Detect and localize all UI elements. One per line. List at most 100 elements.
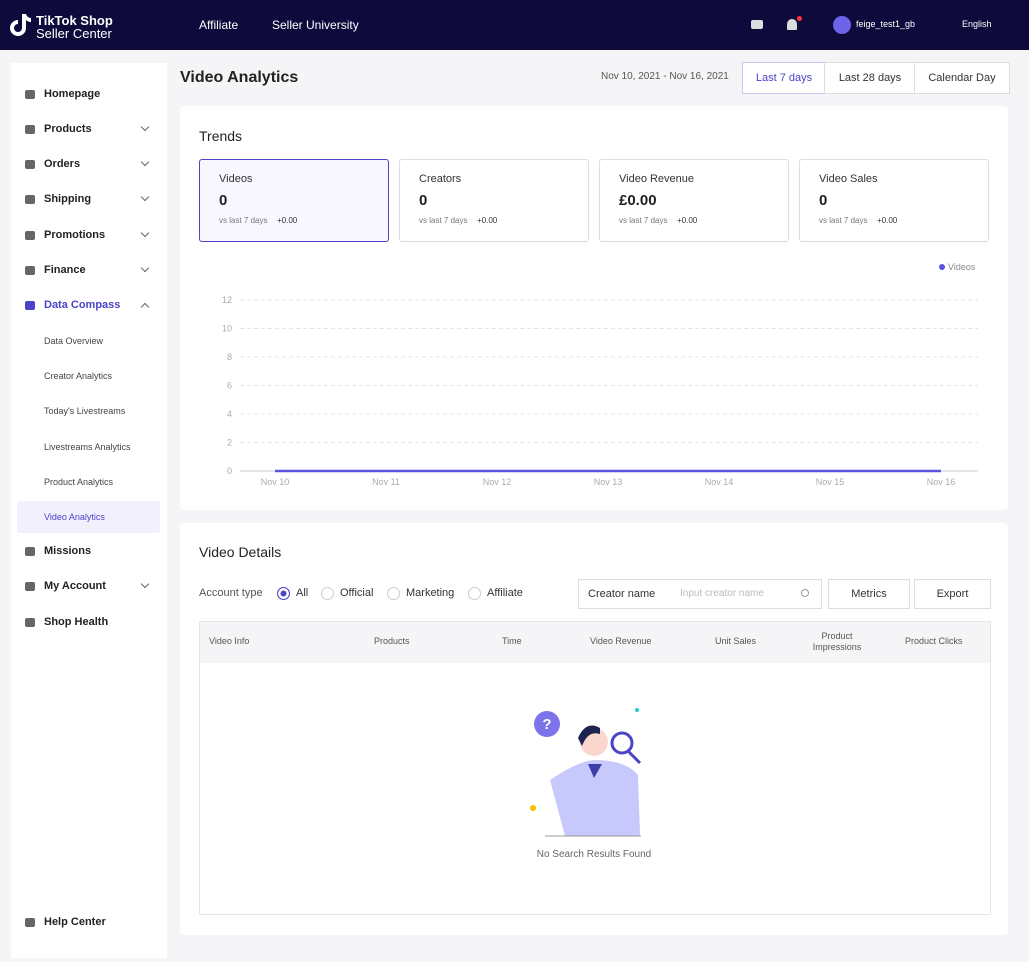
- menu-item[interactable]: My Account: [44, 580, 106, 592]
- radio[interactable]: [321, 587, 334, 600]
- range-button[interactable]: Last 7 days: [742, 62, 826, 94]
- svg-text:?: ?: [542, 716, 551, 733]
- menu-item[interactable]: Products: [44, 123, 92, 135]
- radio[interactable]: [277, 587, 290, 600]
- card-compare: vs last 7 days: [219, 216, 268, 225]
- active-bg: [17, 501, 160, 533]
- menu-icon: [25, 195, 35, 204]
- card-value: 0: [819, 192, 828, 209]
- menu-item[interactable]: Help Center: [44, 916, 106, 928]
- x-tick-label: Nov 10: [261, 477, 290, 487]
- menu-item[interactable]: Data Compass: [44, 299, 121, 311]
- top-bar: TikTok Shop Seller Center Affiliate Sell…: [0, 0, 1029, 50]
- language[interactable]: English: [962, 19, 992, 29]
- y-tick-label: 8: [227, 352, 232, 362]
- empty-text: No Search Results Found: [536, 849, 652, 860]
- chart: 0 2 4 6 8 10 12 Nov 10 Nov 11 Nov 12 Nov 13 Nov 14 N…: [222, 262, 978, 487]
- radio-label[interactable]: Official: [340, 587, 374, 599]
- x-tick-label: Nov 16: [927, 477, 956, 487]
- column-header[interactable]: Video Revenue: [590, 636, 652, 646]
- card-delta: +0.00: [677, 216, 698, 225]
- metrics-button[interactable]: Metrics: [828, 579, 910, 609]
- submenu-item[interactable]: Data Overview: [44, 336, 104, 346]
- submenu-item[interactable]: Livestreams Analytics: [44, 442, 131, 452]
- logo-subtext: Seller Center: [36, 26, 112, 41]
- card-value: 0: [219, 192, 228, 209]
- card-compare: vs last 7 days: [419, 216, 468, 225]
- column-header[interactable]: Unit Sales: [715, 636, 757, 646]
- y-tick-label: 4: [227, 409, 232, 419]
- legend-marker: [939, 264, 945, 270]
- section-title: Video Details: [199, 544, 282, 560]
- submenu-item[interactable]: Product Analytics: [44, 477, 114, 487]
- menu-item[interactable]: Orders: [44, 158, 81, 170]
- submenu-item[interactable]: Today's Livestreams: [44, 406, 126, 416]
- export-button[interactable]: Export: [914, 579, 991, 609]
- card-label: Video Sales: [819, 173, 878, 185]
- empty-illustration: ?: [530, 708, 642, 837]
- radio-label[interactable]: Affiliate: [487, 587, 523, 599]
- table: [199, 621, 991, 915]
- page-title: Video Analytics: [180, 69, 299, 86]
- submenu-item[interactable]: Video Analytics: [44, 512, 105, 522]
- column-header: Products: [374, 636, 410, 646]
- menu-item[interactable]: Missions: [44, 545, 92, 557]
- logo-icon: [10, 14, 31, 36]
- metric-card[interactable]: [399, 159, 589, 242]
- avatar[interactable]: [833, 16, 851, 34]
- range-button[interactable]: Calendar Day: [914, 62, 1010, 94]
- column-header[interactable]: Product Impressions: [812, 631, 862, 652]
- menu-icon: [25, 266, 35, 275]
- menu-icon: [25, 90, 35, 99]
- card-delta: +0.00: [277, 216, 298, 225]
- card-value: 0: [419, 192, 428, 209]
- menu-item[interactable]: Shop Health: [44, 616, 109, 628]
- menu-icon: [25, 547, 35, 556]
- card-delta: +0.00: [877, 216, 898, 225]
- y-tick-label: 10: [222, 324, 232, 334]
- radio[interactable]: [387, 587, 400, 600]
- column-header[interactable]: Product Clicks: [905, 636, 963, 646]
- metric-card[interactable]: [599, 159, 789, 242]
- search-placeholder[interactable]: Input creator name: [680, 588, 764, 599]
- section-title: Trends: [199, 128, 243, 144]
- legend-label: Videos: [948, 262, 976, 272]
- search-box[interactable]: Creator name Input creator name: [578, 579, 822, 609]
- nav-link[interactable]: Affiliate: [199, 18, 239, 32]
- menu-icon: [25, 125, 35, 134]
- card-compare: vs last 7 days: [819, 216, 868, 225]
- sidebar: [11, 63, 167, 958]
- x-tick-label: Nov 15: [816, 477, 845, 487]
- search-filter[interactable]: Creator name: [588, 588, 656, 600]
- menu-item[interactable]: Shipping: [44, 193, 92, 205]
- bell-icon[interactable]: [787, 19, 797, 30]
- message-icon[interactable]: [751, 20, 763, 29]
- radio-label[interactable]: Marketing: [406, 587, 455, 599]
- y-tick-label: 2: [227, 438, 232, 448]
- nav-link[interactable]: Seller University: [272, 18, 359, 32]
- menu-item[interactable]: Finance: [44, 264, 86, 276]
- radio[interactable]: [468, 587, 481, 600]
- range-button[interactable]: Last 28 days: [824, 62, 916, 94]
- column-header: Video Info: [209, 636, 250, 646]
- table-header: [200, 622, 990, 663]
- card-label: Videos: [219, 173, 253, 185]
- metric-card[interactable]: [799, 159, 989, 242]
- menu-icon: [25, 301, 35, 310]
- submenu-item[interactable]: Creator Analytics: [44, 371, 113, 381]
- menu-icon: [25, 618, 35, 627]
- metric-card[interactable]: [199, 159, 389, 242]
- x-tick-label: Nov 11: [372, 477, 400, 487]
- date-range: Nov 10, 2021 - Nov 16, 2021: [601, 71, 729, 82]
- card-label: Video Revenue: [619, 173, 695, 185]
- menu-item[interactable]: Homepage: [44, 88, 101, 100]
- radio-label[interactable]: All: [296, 587, 309, 599]
- menu-icon: [25, 160, 35, 169]
- user-name[interactable]: feige_test1_gb: [856, 19, 916, 29]
- menu-item[interactable]: Promotions: [44, 229, 106, 241]
- column-header[interactable]: Time: [502, 636, 522, 646]
- y-tick-label: 6: [227, 381, 232, 391]
- card-compare: vs last 7 days: [619, 216, 668, 225]
- y-tick-label: 0: [227, 466, 232, 476]
